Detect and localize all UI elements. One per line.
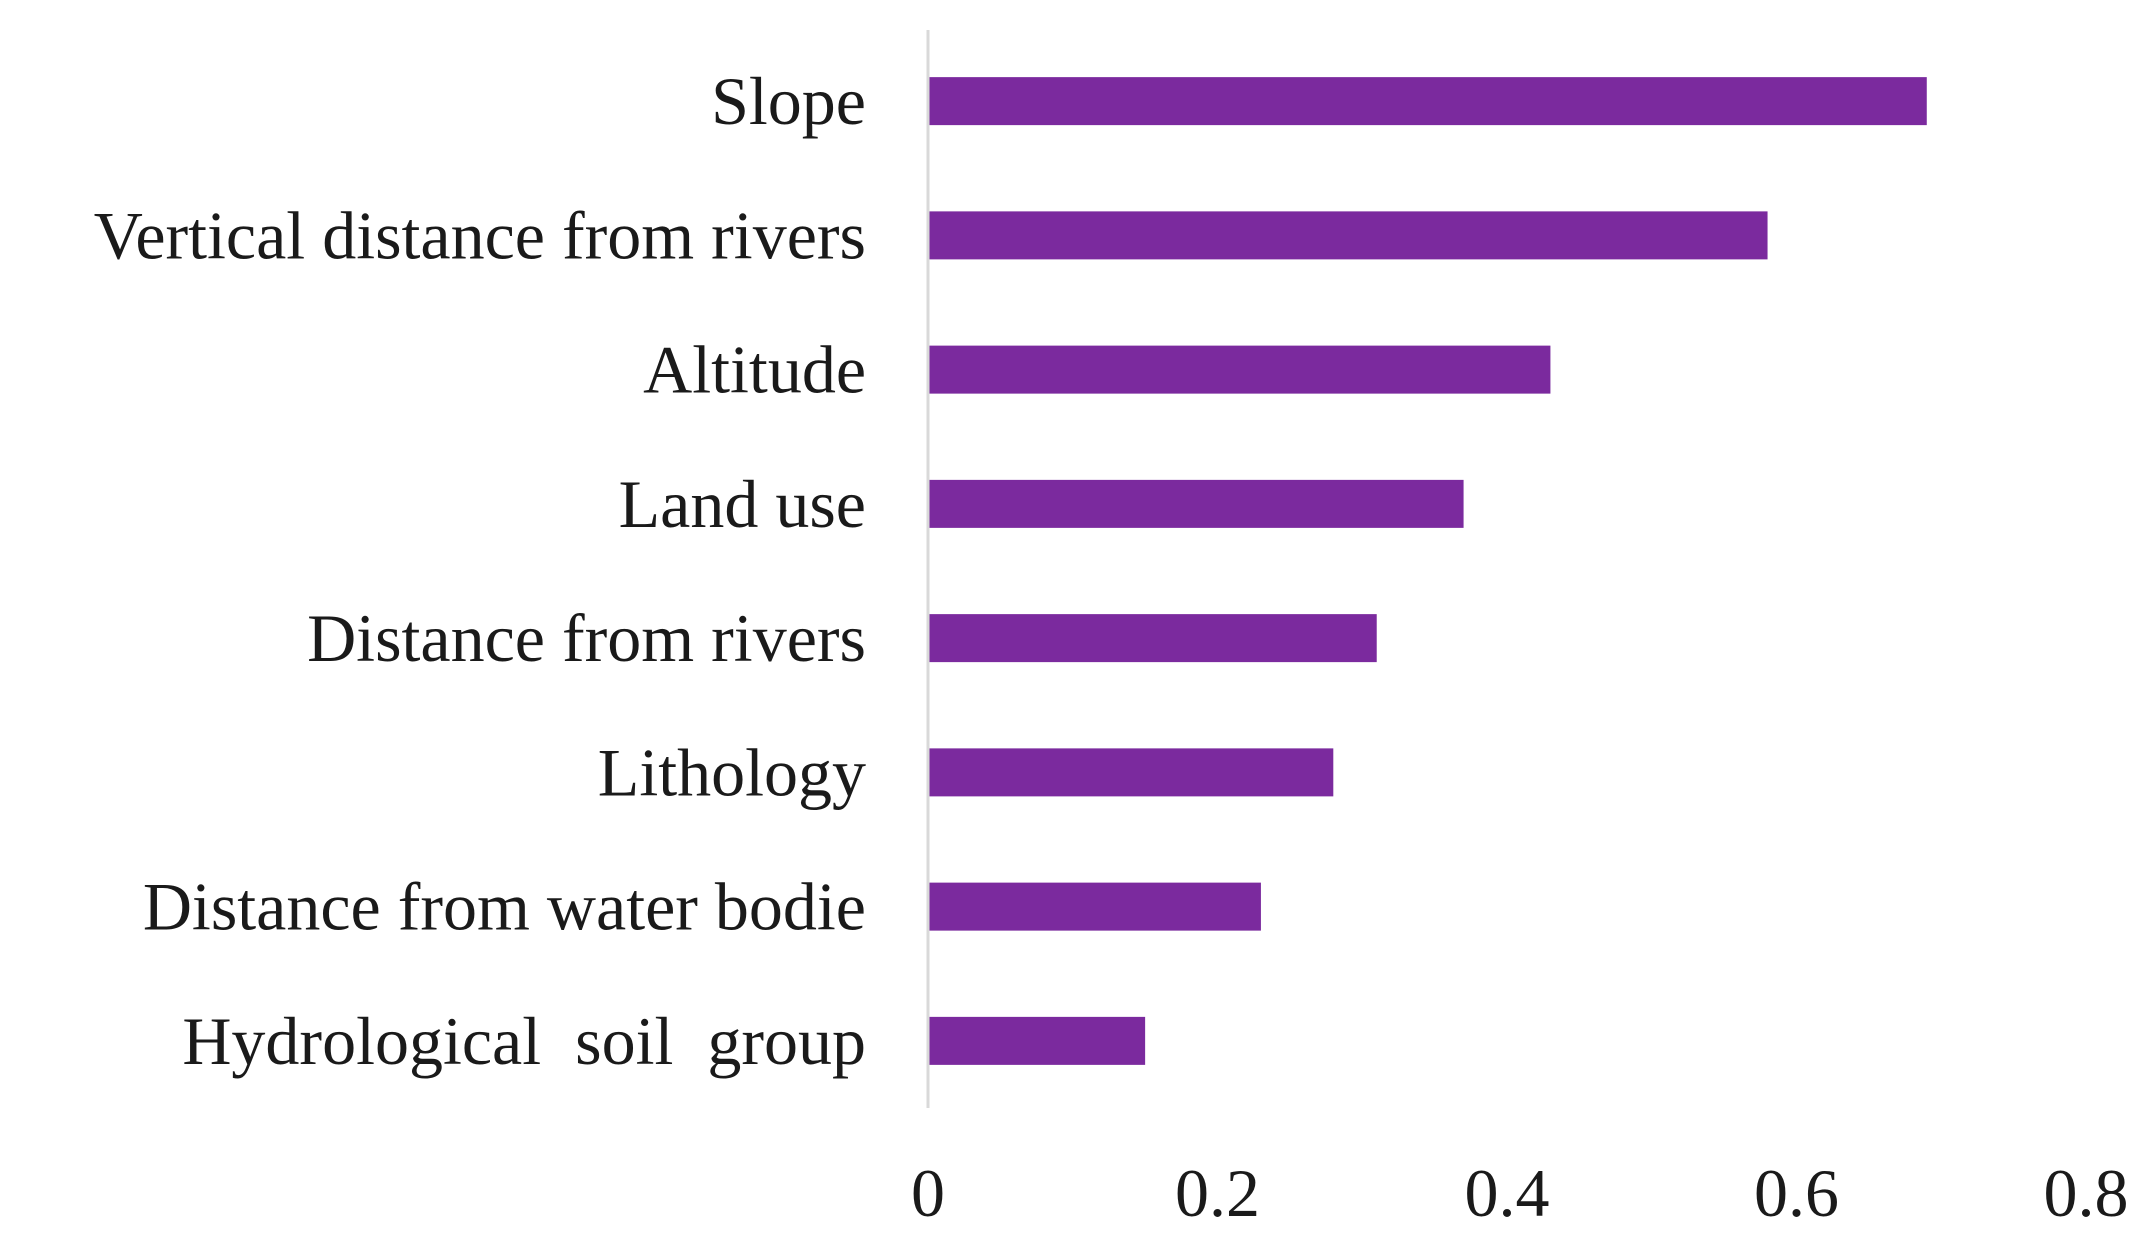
x-tick-label: 0 bbox=[911, 1155, 945, 1231]
category-label: Lithology bbox=[598, 734, 866, 810]
bar bbox=[928, 77, 1927, 126]
x-tick-label: 0.6 bbox=[1754, 1155, 1839, 1231]
x-tick-labels: 0 0.2 0.4 0.6 0.8 bbox=[911, 1155, 2129, 1231]
category-labels: Slope Vertical distance from rivers Altitu… bbox=[94, 63, 866, 1079]
category-label: Land use bbox=[619, 466, 866, 542]
bar bbox=[928, 748, 1334, 797]
bars-layer bbox=[928, 77, 1927, 1065]
bar bbox=[928, 211, 1768, 260]
bar bbox=[928, 345, 1551, 394]
x-tick-label: 0.2 bbox=[1175, 1155, 1260, 1231]
category-label: Hydrological soil group bbox=[182, 1003, 866, 1079]
bar bbox=[928, 882, 1261, 931]
x-tick-label: 0.8 bbox=[2044, 1155, 2129, 1231]
category-label: Distance from rivers bbox=[307, 600, 866, 676]
x-tick-label: 0.4 bbox=[1465, 1155, 1550, 1231]
bar bbox=[928, 479, 1464, 528]
bar bbox=[928, 614, 1377, 663]
category-label: Vertical distance from rivers bbox=[94, 197, 866, 273]
category-label: Distance from water bodie bbox=[143, 869, 866, 945]
category-label: Slope bbox=[711, 63, 866, 139]
bar bbox=[928, 1016, 1146, 1065]
category-label: Altitude bbox=[643, 332, 866, 408]
